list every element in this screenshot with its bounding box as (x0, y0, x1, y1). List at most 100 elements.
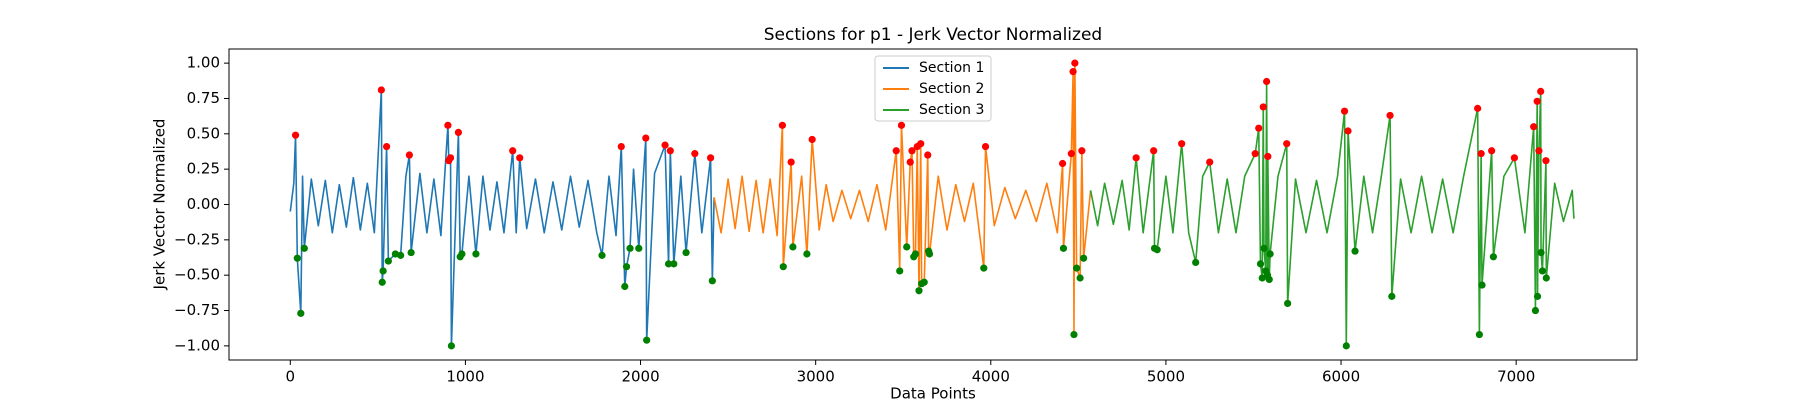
peak-marker (617, 142, 625, 151)
peak-marker (924, 151, 932, 159)
peak-marker (1475, 330, 1483, 339)
peak-marker (397, 251, 405, 259)
series-line (1089, 80, 1575, 347)
peak-marker (447, 342, 456, 350)
peak-marker (903, 243, 911, 251)
peak-marker (621, 282, 629, 291)
y-axis-label: Jerk Vector Normalized (151, 119, 169, 291)
peak-marker (1258, 274, 1266, 282)
peak-marker (1255, 124, 1263, 132)
peak-marker (897, 121, 906, 129)
peak-marker (472, 250, 480, 258)
x-tick-label: 5000 (1147, 368, 1185, 386)
peak-marker (300, 244, 308, 252)
legend: Section 1 Section 2 Section 3 (874, 55, 992, 122)
peak-marker (1264, 152, 1272, 161)
peak-marker (297, 309, 305, 317)
peak-marker (1542, 274, 1550, 282)
y-tick-label: −1.00 (174, 336, 220, 354)
peak-marker (892, 147, 900, 155)
peak-marker (1071, 59, 1079, 67)
peak-marker (664, 260, 673, 268)
y-tick-label: −0.75 (174, 301, 220, 319)
x-tick-label: 1000 (446, 368, 484, 386)
peak-marker (622, 263, 631, 271)
peak-marker (384, 257, 392, 265)
x-tick-label: 0 (286, 368, 296, 386)
legend-label: Section 1 (919, 60, 984, 76)
peak-marker (1260, 244, 1268, 252)
peak-marker (787, 158, 795, 166)
peak-marker (1344, 127, 1352, 135)
peak-marker (378, 278, 386, 286)
peak-marker (1265, 275, 1273, 284)
peak-marker (1342, 342, 1350, 350)
axes-frame (228, 48, 1638, 361)
peak-marker (1251, 150, 1259, 158)
peak-marker (1388, 292, 1396, 300)
peak-marker (1153, 246, 1161, 254)
peak-marker (1533, 292, 1542, 300)
peak-marker (643, 336, 651, 344)
peak-marker (1537, 248, 1545, 257)
legend-label: Section 3 (919, 102, 984, 118)
y-tick-label: −0.25 (174, 230, 220, 248)
peak-marker (896, 267, 904, 275)
y-tick-label: 1.00 (187, 54, 220, 72)
peak-marker (405, 151, 413, 159)
peak-marker (803, 250, 811, 258)
peak-marker (1386, 111, 1394, 120)
peak-marker (670, 260, 678, 268)
peak-marker (1537, 87, 1545, 96)
peak-marker (915, 287, 923, 295)
x-tick-label: 6000 (1322, 368, 1360, 386)
peak-marker (1535, 147, 1543, 155)
peak-marker (1059, 244, 1068, 252)
peak-marker (1266, 250, 1274, 258)
peak-marker (789, 243, 797, 251)
x-tick-label: 7000 (1497, 368, 1535, 386)
peak-marker (1531, 306, 1540, 315)
peak-marker (1132, 154, 1140, 162)
peak-marker (1069, 68, 1077, 76)
peak-marker (1477, 150, 1485, 158)
peak-marker (1533, 97, 1541, 105)
peak-marker (917, 140, 925, 148)
peak-marker (908, 147, 916, 155)
y-tick-label: 0.00 (187, 195, 220, 213)
peak-marker (808, 135, 816, 144)
peak-marker (1478, 281, 1486, 289)
peak-marker (708, 277, 716, 285)
peak-marker (444, 121, 452, 129)
peak-marker (1538, 267, 1547, 275)
y-tick-label: 0.75 (187, 89, 220, 107)
peak-marker (1351, 247, 1359, 255)
peak-marker (626, 244, 634, 252)
peak-marker (682, 248, 690, 257)
peak-marker (925, 250, 934, 258)
peak-marker (379, 267, 387, 275)
chart-title: Sections for p1 - Jerk Vector Normalized (764, 25, 1102, 45)
peak-marker (642, 134, 650, 142)
legend-label: Section 2 (919, 81, 984, 97)
y-tick-label: 0.25 (187, 160, 220, 178)
peak-marker (291, 131, 300, 139)
peak-marker (1489, 253, 1497, 261)
peak-marker (1150, 147, 1158, 155)
peak-marker (691, 150, 699, 158)
peak-marker (779, 263, 787, 271)
peak-marker (377, 86, 385, 94)
peak-marker (661, 141, 669, 149)
peak-marker (598, 251, 606, 259)
peak-marker (1488, 147, 1496, 155)
x-axis-label: Data Points (890, 385, 976, 400)
peak-marker (1076, 274, 1084, 282)
peak-marker (1058, 159, 1067, 168)
x-tick-label: 4000 (972, 368, 1010, 386)
peak-marker (920, 278, 928, 286)
legend-box (874, 55, 992, 122)
peak-marker (446, 154, 455, 162)
peak-marker (516, 154, 524, 162)
